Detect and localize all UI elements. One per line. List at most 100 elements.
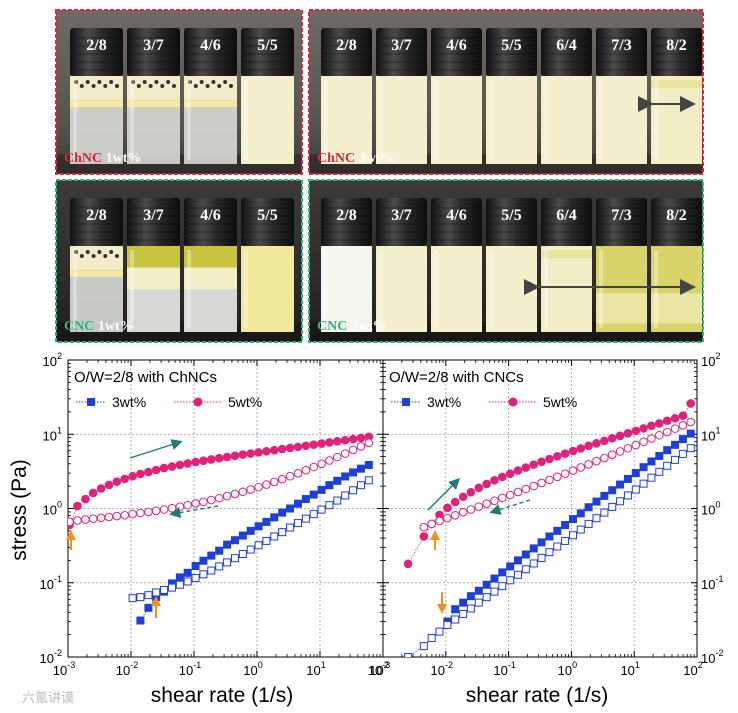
photo-caption: ChNC 1wt% — [64, 151, 141, 166]
data-point-circle — [631, 426, 641, 436]
data-point-circle — [254, 482, 263, 492]
data-point-square — [686, 429, 695, 438]
data-point-square — [238, 531, 247, 540]
data-point-square — [600, 508, 609, 517]
data-point-square — [191, 573, 200, 582]
data-point-circle — [68, 517, 74, 527]
x-tick-label: 100 — [243, 660, 262, 678]
y-tick-exponent: 1 — [57, 425, 62, 435]
vial-body — [321, 76, 372, 164]
data-point-circle — [639, 437, 648, 447]
vial-cap — [127, 198, 180, 246]
bubble — [115, 254, 119, 258]
y-axis-label: stress (Pa) — [8, 459, 31, 561]
x-tick-base: 10 — [243, 663, 257, 678]
vial-body — [127, 246, 180, 332]
data-point-circle — [513, 487, 523, 497]
data-point-square — [545, 532, 554, 541]
x-tick-exponent: -3 — [382, 660, 390, 670]
data-point-circle — [443, 503, 452, 513]
photo-panel-chnc-1wt: 2/8 3/7 4/6 5/5 ChNC 1wt% — [55, 9, 303, 175]
x-tick-exponent: 0 — [572, 660, 577, 670]
data-point-circle — [112, 477, 122, 486]
vial-body — [431, 76, 482, 164]
vial-body — [70, 246, 123, 332]
x-tick-exponent: 2 — [384, 660, 389, 670]
bubble — [97, 250, 102, 254]
legend-label: 5wt% — [543, 394, 577, 410]
vial-cap — [70, 28, 123, 76]
vial-cap — [651, 28, 702, 76]
data-point-square — [333, 496, 342, 505]
x-tick-label: 10-3 — [368, 660, 390, 678]
data-point-circle — [309, 440, 318, 449]
glass-shine — [187, 80, 191, 160]
gel-top — [651, 80, 702, 88]
data-point-square — [506, 576, 515, 585]
data-point-square — [561, 536, 570, 545]
data-point-square — [230, 554, 239, 563]
data-point-circle — [482, 479, 491, 489]
cream-layer — [70, 246, 123, 271]
data-point-circle — [230, 489, 240, 499]
data-point-circle — [301, 441, 311, 451]
vial-cap — [541, 198, 592, 246]
data-point-square — [262, 517, 271, 526]
data-point-circle — [246, 449, 255, 458]
vial-body — [596, 246, 647, 332]
data-point-circle — [254, 448, 263, 457]
vial-body — [376, 246, 427, 332]
cream-layer — [127, 76, 180, 101]
data-point-circle — [262, 480, 271, 489]
data-point-square — [175, 580, 184, 589]
vial-body — [241, 246, 294, 332]
data-point-circle — [466, 487, 476, 497]
data-point-circle — [285, 443, 295, 453]
data-point-square — [293, 499, 302, 508]
data-point-square — [317, 485, 326, 494]
bubble — [85, 80, 90, 84]
data-point-circle — [607, 433, 617, 443]
y-tick-label: 100 — [43, 500, 62, 518]
data-point-circle — [340, 435, 350, 445]
data-point-circle — [191, 457, 200, 467]
data-point-circle — [654, 419, 664, 428]
data-point-square — [356, 464, 365, 473]
data-point-circle — [458, 492, 468, 502]
vial-cap — [70, 198, 123, 246]
gel-patch — [596, 293, 647, 324]
data-point-circle — [686, 417, 696, 427]
data-point-circle — [199, 497, 208, 507]
data-point-square — [364, 476, 373, 485]
data-point-square — [419, 642, 428, 651]
data-point-square — [584, 503, 593, 512]
data-point-circle — [151, 465, 161, 475]
data-point-circle — [96, 513, 106, 523]
y-tick-label: 10-1 — [40, 574, 62, 592]
vial-body — [127, 76, 180, 164]
vial-body — [541, 246, 592, 332]
x-tick-exponent: 1 — [321, 660, 326, 670]
data-point-square — [592, 497, 601, 506]
data-point-circle — [623, 428, 633, 438]
data-point-square — [317, 505, 326, 514]
water-layer — [184, 289, 237, 332]
decreasing-shear-arrow — [169, 505, 219, 519]
vial-ratio-label: 3/7 — [143, 207, 163, 224]
water-layer — [127, 107, 180, 164]
data-point-circle — [73, 516, 82, 525]
glass-shine — [73, 80, 77, 160]
vial-ratio-label: 4/6 — [446, 207, 466, 224]
emulsion — [376, 246, 427, 332]
y-tick-exponent: 2 — [715, 351, 720, 361]
glass-shine — [654, 80, 658, 160]
legend-label: 3wt% — [112, 394, 146, 410]
data-point-square — [301, 514, 310, 523]
x-tick-base: 10 — [306, 663, 320, 678]
bubble — [103, 254, 108, 258]
data-layer — [68, 432, 374, 625]
data-point-square — [631, 485, 640, 494]
vial-ratio-label: 6/4 — [556, 37, 576, 54]
data-point-circle — [576, 444, 586, 453]
emulsion — [241, 76, 294, 164]
